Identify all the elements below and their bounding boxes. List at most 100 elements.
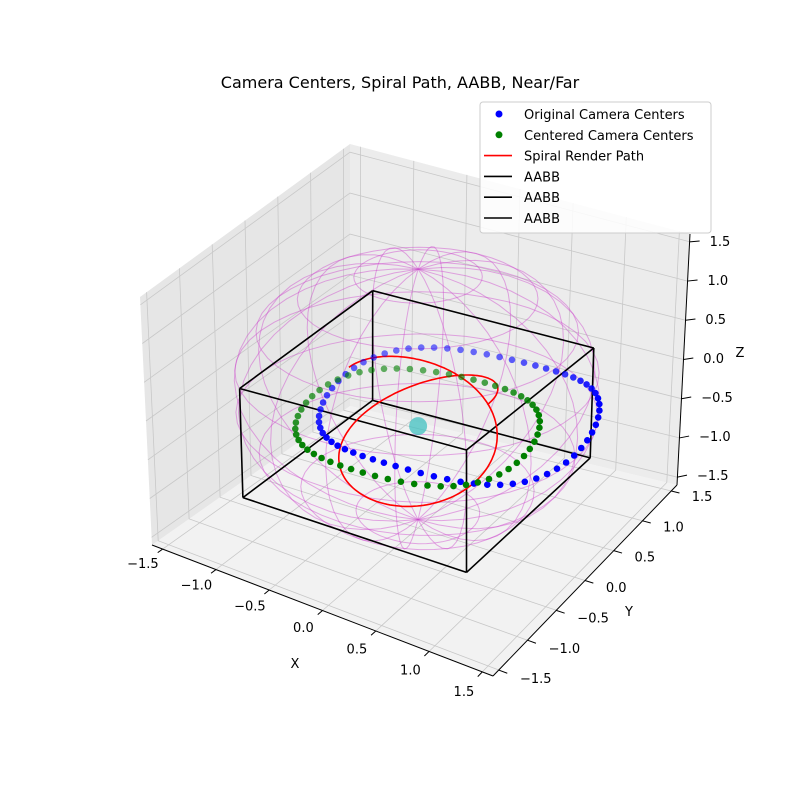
original-camera-point [350, 449, 357, 456]
original-camera-point [393, 347, 400, 354]
z-grid-line [147, 315, 682, 461]
centered-camera-point [308, 392, 316, 400]
centered-camera-point [327, 458, 334, 466]
original-camera-point [319, 399, 327, 406]
original-camera-point [323, 392, 331, 399]
centered-camera-point [529, 401, 536, 409]
x-tick [210, 569, 217, 574]
x-tick-label: −0.5 [234, 600, 266, 615]
original-camera-point [470, 348, 478, 356]
aabb-edge [372, 289, 595, 349]
x-tick-label: 1.5 [454, 685, 475, 700]
tick-labels: −1.5 −1.0 −0.5 0.0 0.5 1.0 1.5 −1.5 −1.0 −0.5 0.0 0… [127, 235, 733, 700]
centered-camera-point [536, 424, 543, 432]
aabb-edge [239, 387, 467, 451]
centered-camera-point [292, 425, 299, 433]
centered-camera-point [334, 376, 342, 383]
original-camera-point [596, 407, 603, 414]
legend-frame [479, 101, 712, 234]
original-camera-point [317, 424, 324, 432]
legend-marker-dot [495, 131, 503, 139]
legend-label: AABB [524, 212, 560, 227]
z-tick-label: −1.0 [699, 430, 731, 445]
centered-camera-point [505, 465, 512, 473]
centered-camera-point [492, 382, 499, 390]
original-camera-point [594, 414, 602, 421]
centered-camera-point [294, 412, 302, 420]
y-tick-label: −1.0 [549, 642, 581, 657]
original-camera-centers [315, 344, 603, 489]
original-camera-point [543, 470, 551, 478]
original-camera-point [588, 385, 595, 392]
sphere-parallel [234, 291, 600, 457]
centered-camera-point [533, 406, 540, 414]
original-camera-point [369, 456, 377, 463]
centered-camera-point [450, 482, 457, 490]
z-grid-line [149, 356, 680, 499]
centered-camera-point [347, 465, 355, 473]
original-camera-point [443, 475, 451, 483]
x-tick-label: −1.5 [127, 557, 159, 572]
y-grid-line [277, 196, 614, 552]
original-camera-point [430, 344, 438, 351]
x-grid-line [428, 217, 627, 652]
original-camera-point [562, 459, 570, 466]
x-tick-label: 0.5 [347, 642, 368, 657]
z-tick [685, 318, 696, 321]
original-camera-point [594, 395, 602, 402]
z-tick-label: 1.0 [708, 274, 729, 289]
centered-camera-point [517, 393, 525, 400]
original-camera-point [577, 377, 584, 385]
centered-camera-point [344, 372, 352, 379]
original-camera-point [584, 437, 591, 444]
x-tick [157, 548, 163, 554]
centered-camera-point [445, 371, 453, 378]
centered-camera-point [496, 471, 503, 478]
centered-camera-point [531, 438, 538, 446]
original-camera-point [405, 345, 412, 352]
y-tick [556, 609, 565, 614]
sphere-meridian [306, 254, 419, 521]
centered-camera-point [474, 479, 482, 486]
z-tick-label: −0.5 [701, 391, 733, 406]
centered-camera-point [384, 475, 392, 483]
original-camera-point [508, 356, 516, 364]
y-grid-line [179, 268, 528, 641]
original-camera-point [341, 445, 349, 453]
centered-camera-point [481, 379, 489, 387]
y-tick-label: 0.0 [606, 581, 627, 596]
y-tick-label: 0.5 [635, 551, 656, 566]
y-tick [642, 520, 651, 524]
aabb-edge [372, 399, 591, 459]
aabb-edge [589, 347, 595, 458]
y-grid-line [146, 292, 499, 671]
z-grid-line [142, 192, 688, 344]
original-camera-point [359, 452, 366, 460]
centered-camera-point [380, 365, 388, 373]
y-grid-line [244, 220, 586, 581]
centered-camera-point [324, 381, 332, 388]
centered-camera-point [501, 385, 509, 393]
centered-camera-point [406, 365, 414, 373]
y-tick-label: 1.0 [663, 520, 684, 535]
centered-camera-point [424, 482, 431, 489]
legend: Original Camera Centers Centered Camera C… [479, 101, 712, 234]
centered-camera-point [318, 454, 325, 462]
y-tick-label: −0.5 [577, 611, 609, 626]
centered-camera-centers [292, 365, 544, 490]
y-tick [671, 490, 680, 494]
aabb-edge [238, 388, 244, 498]
sphere-meridian [258, 262, 419, 521]
sphere-parallel [296, 246, 539, 350]
original-camera-point [578, 444, 585, 452]
legend-label: Spiral Render Path [524, 150, 644, 165]
legend-label: AABB [524, 191, 560, 206]
z-tick [677, 474, 688, 478]
centered-camera-point [310, 450, 318, 458]
original-camera-point [484, 481, 491, 489]
centered-camera-point [371, 472, 379, 480]
sphere-meridian [233, 268, 419, 521]
original-camera-point [457, 478, 464, 486]
original-camera-point [381, 350, 389, 357]
